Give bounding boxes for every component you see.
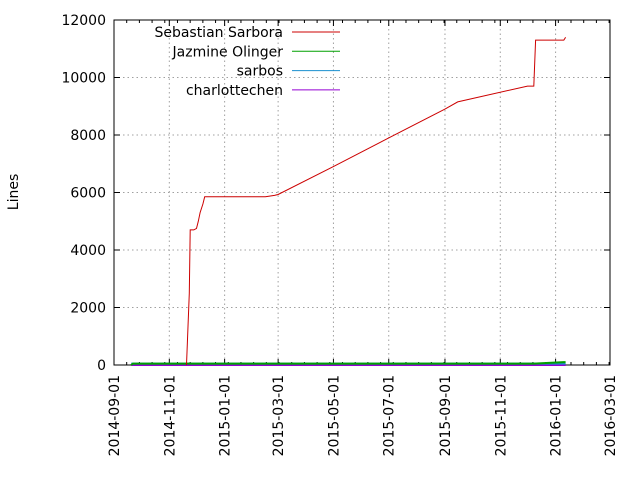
legend-label: charlottechen bbox=[186, 83, 283, 99]
x-tick-label: 2015-03-01 bbox=[271, 375, 287, 456]
y-tick-label: 0 bbox=[97, 358, 106, 374]
x-tick-label: 2015-05-01 bbox=[326, 375, 342, 456]
y-tick-label: 8000 bbox=[70, 128, 106, 144]
x-tick-label: 2016-03-01 bbox=[603, 375, 619, 456]
y-tick-label: 6000 bbox=[70, 186, 106, 202]
legend: Sebastian Sarbora Jazmine Olinger sarbos ch… bbox=[154, 25, 340, 99]
legend-label: Sebastian Sarbora bbox=[154, 25, 283, 41]
y-axis-label: Lines bbox=[6, 174, 22, 210]
x-tick-label: 2016-01-01 bbox=[549, 375, 565, 456]
axis-ticks: 0 2000 4000 6000 8000 10000 12000 2014-09-01 201… bbox=[61, 13, 619, 456]
x-tick-label: 2015-09-01 bbox=[438, 375, 454, 456]
y-tick-label: 12000 bbox=[61, 13, 106, 29]
legend-label: sarbos bbox=[237, 64, 283, 80]
y-tick-label: 4000 bbox=[70, 243, 106, 259]
y-tick-label: 10000 bbox=[61, 71, 106, 87]
x-tick-label: 2015-11-01 bbox=[493, 375, 509, 456]
x-tick-label: 2015-01-01 bbox=[218, 375, 234, 456]
x-tick-label: 2015-07-01 bbox=[382, 375, 398, 456]
legend-label: Jazmine Olinger bbox=[172, 44, 284, 60]
x-tick-label: 2014-09-01 bbox=[107, 375, 123, 456]
series-lines bbox=[130, 37, 567, 366]
grid bbox=[114, 20, 610, 365]
x-tick-label: 2014-11-01 bbox=[162, 375, 178, 456]
series-line-0 bbox=[186, 37, 567, 366]
series-line-1 bbox=[130, 361, 566, 366]
y-tick-label: 2000 bbox=[70, 301, 106, 317]
